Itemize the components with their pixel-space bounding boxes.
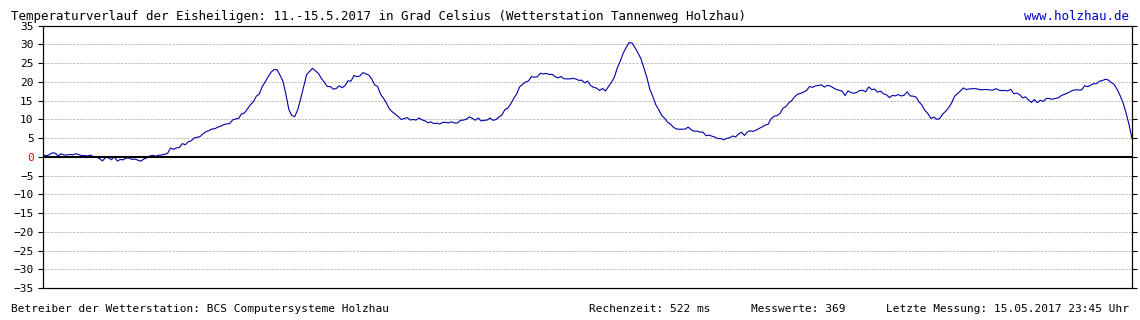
Text: Temperaturverlauf der Eisheiligen: 11.-15.5.2017 in Grad Celsius (Wetterstation : Temperaturverlauf der Eisheiligen: 11.-1… [11,10,747,23]
Text: Betreiber der Wetterstation: BCS Computersysteme Holzhau: Betreiber der Wetterstation: BCS Compute… [11,304,390,314]
Text: www.holzhau.de: www.holzhau.de [1024,10,1129,23]
Text: Rechenzeit: 522 ms      Messwerte: 369      Letzte Messung: 15.05.2017 23:45 Uhr: Rechenzeit: 522 ms Messwerte: 369 Letzte… [588,304,1129,314]
